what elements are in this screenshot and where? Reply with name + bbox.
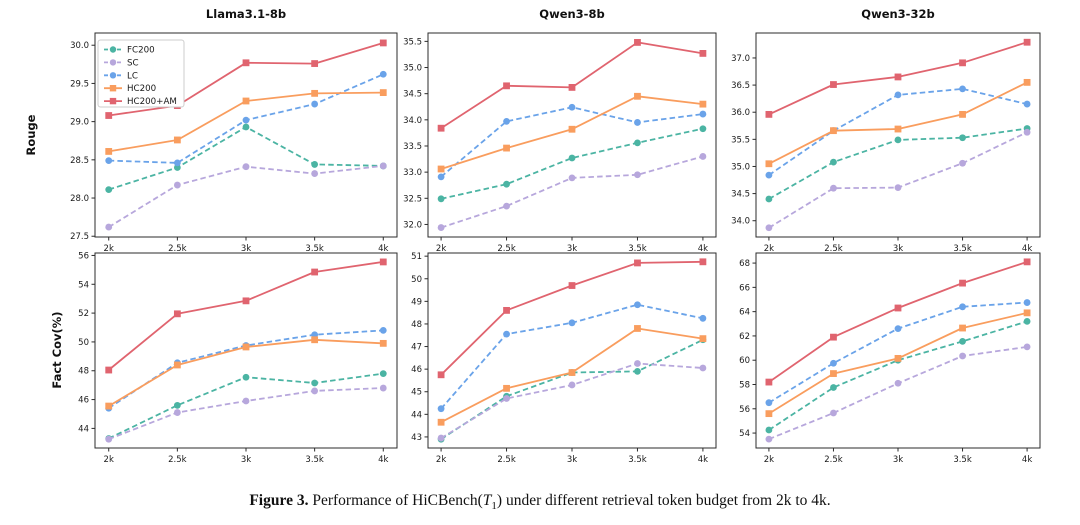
svg-text:2.5k: 2.5k [497, 244, 516, 254]
svg-text:49: 49 [411, 297, 422, 307]
svg-text:2k: 2k [764, 244, 774, 254]
svg-text:50: 50 [411, 275, 422, 285]
svg-text:2k: 2k [104, 455, 114, 465]
svg-text:46: 46 [78, 396, 89, 406]
svg-text:2.5k: 2.5k [168, 244, 187, 254]
svg-text:34.5: 34.5 [731, 190, 750, 200]
svg-text:54: 54 [739, 429, 750, 439]
svg-text:3.5k: 3.5k [628, 244, 647, 254]
svg-text:29.0: 29.0 [70, 118, 89, 128]
svg-text:4k: 4k [1022, 455, 1032, 465]
column-title-llama31-8b: Llama3.1-8b [205, 7, 287, 21]
svg-text:3k: 3k [567, 244, 577, 254]
svg-text:43: 43 [411, 433, 422, 443]
svg-text:LC: LC [127, 71, 138, 81]
svg-text:62: 62 [739, 332, 750, 342]
svg-text:37.0: 37.0 [731, 54, 750, 64]
caption-figure-label: Figure 3. [249, 492, 309, 509]
svg-text:3.5k: 3.5k [305, 244, 324, 254]
svg-text:4k: 4k [1022, 244, 1032, 254]
chart-factcov-qwen3-8b: 43 44 45 46 47 48 49 50 51 2k 2.5k 3k 3.5k 4k [411, 252, 717, 465]
svg-text:58: 58 [739, 380, 750, 390]
column-title-qwen3-32b: Qwen3-32b [861, 7, 935, 21]
svg-text:3k: 3k [241, 244, 251, 254]
chart-factcov-qwen3-32b: 54 56 58 60 62 64 66 68 2k 2.5k 3k 3.5k 4k [739, 252, 1041, 465]
svg-text:3k: 3k [893, 455, 903, 465]
svg-text:2.5k: 2.5k [824, 244, 843, 254]
chart-rouge-llama31-8b: 27.5 28.0 28.5 29.0 29.5 30.0 2k 2.5k 3k 3.5k 4k FC… [70, 32, 398, 254]
chart-factcov-llama31-8b: 44 46 48 50 52 54 56 2k 2.5k 3k 3.5k 4k [78, 251, 398, 465]
svg-text:50: 50 [78, 338, 89, 348]
svg-text:4k: 4k [378, 244, 388, 254]
svg-text:3.5k: 3.5k [953, 244, 972, 254]
svg-text:35.5: 35.5 [403, 37, 422, 47]
svg-text:46: 46 [411, 365, 422, 375]
svg-text:64: 64 [739, 308, 750, 318]
caption-t-symbol: T [482, 492, 492, 509]
svg-text:2k: 2k [436, 244, 446, 254]
svg-text:54: 54 [78, 280, 89, 290]
svg-text:47: 47 [411, 343, 422, 353]
svg-text:32.0: 32.0 [403, 220, 422, 230]
svg-text:56: 56 [78, 251, 89, 261]
svg-text:51: 51 [411, 252, 422, 262]
svg-text:29.5: 29.5 [70, 79, 89, 89]
svg-text:48: 48 [78, 367, 89, 377]
svg-text:3.5k: 3.5k [953, 455, 972, 465]
svg-text:HC200+AM: HC200+AM [127, 97, 177, 107]
svg-text:4k: 4k [698, 455, 708, 465]
svg-text:2.5k: 2.5k [168, 455, 187, 465]
svg-text:33.5: 33.5 [403, 142, 422, 152]
svg-text:4k: 4k [378, 455, 388, 465]
svg-text:45: 45 [411, 388, 422, 398]
svg-text:52: 52 [78, 309, 89, 319]
svg-text:32.5: 32.5 [403, 194, 422, 204]
svg-text:3k: 3k [567, 455, 577, 465]
svg-text:2k: 2k [104, 244, 114, 254]
svg-text:34.0: 34.0 [403, 116, 422, 126]
svg-text:28.0: 28.0 [70, 194, 89, 204]
svg-text:2.5k: 2.5k [497, 455, 516, 465]
svg-text:44: 44 [78, 424, 89, 434]
svg-text:66: 66 [739, 283, 750, 293]
column-title-qwen3-8b: Qwen3-8b [539, 7, 605, 21]
svg-text:3.5k: 3.5k [628, 455, 647, 465]
svg-text:2k: 2k [436, 455, 446, 465]
svg-text:56: 56 [739, 405, 750, 415]
svg-text:48: 48 [411, 320, 422, 330]
svg-text:35.0: 35.0 [731, 162, 750, 172]
svg-text:HC200: HC200 [127, 84, 156, 94]
svg-text:35.5: 35.5 [731, 135, 750, 145]
chart-rouge-qwen3-32b: 34.0 34.5 35.0 35.5 36.0 36.5 37.0 2k 2.5k 3k 3.5k… [731, 32, 1041, 254]
caption-t-subscript: 1 [491, 500, 497, 513]
svg-text:3k: 3k [893, 244, 903, 254]
svg-text:34.0: 34.0 [731, 217, 750, 227]
svg-text:3k: 3k [241, 455, 251, 465]
chart-rouge-qwen3-8b: 32.0 32.5 33.0 33.5 34.0 34.5 35.0 35.5 2k 2.5k 3k… [403, 32, 717, 254]
y-axis-label-rouge: Rouge [24, 114, 38, 156]
svg-text:33.0: 33.0 [403, 168, 422, 178]
svg-text:36.5: 36.5 [731, 81, 750, 91]
svg-text:68: 68 [739, 259, 750, 269]
svg-text:60: 60 [739, 356, 750, 366]
svg-text:27.5: 27.5 [70, 232, 89, 242]
figure-caption: Figure 3. Performance of HiCBench(T1) un… [0, 492, 1080, 512]
svg-text:3.5k: 3.5k [305, 455, 324, 465]
caption-text-before: Performance of HiCBench( [308, 492, 483, 509]
svg-text:2.5k: 2.5k [824, 455, 843, 465]
svg-text:35.0: 35.0 [403, 64, 422, 74]
svg-text:FC200: FC200 [127, 46, 155, 56]
caption-text-after: ) under different retrieval token budget… [496, 492, 831, 509]
svg-text:34.5: 34.5 [403, 90, 422, 100]
svg-text:44: 44 [411, 410, 422, 420]
svg-text:30.0: 30.0 [70, 41, 89, 51]
svg-text:2k: 2k [764, 455, 774, 465]
svg-text:28.5: 28.5 [70, 156, 89, 166]
svg-text:36.0: 36.0 [731, 108, 750, 118]
svg-text:4k: 4k [698, 244, 708, 254]
svg-text:SC: SC [127, 58, 139, 68]
